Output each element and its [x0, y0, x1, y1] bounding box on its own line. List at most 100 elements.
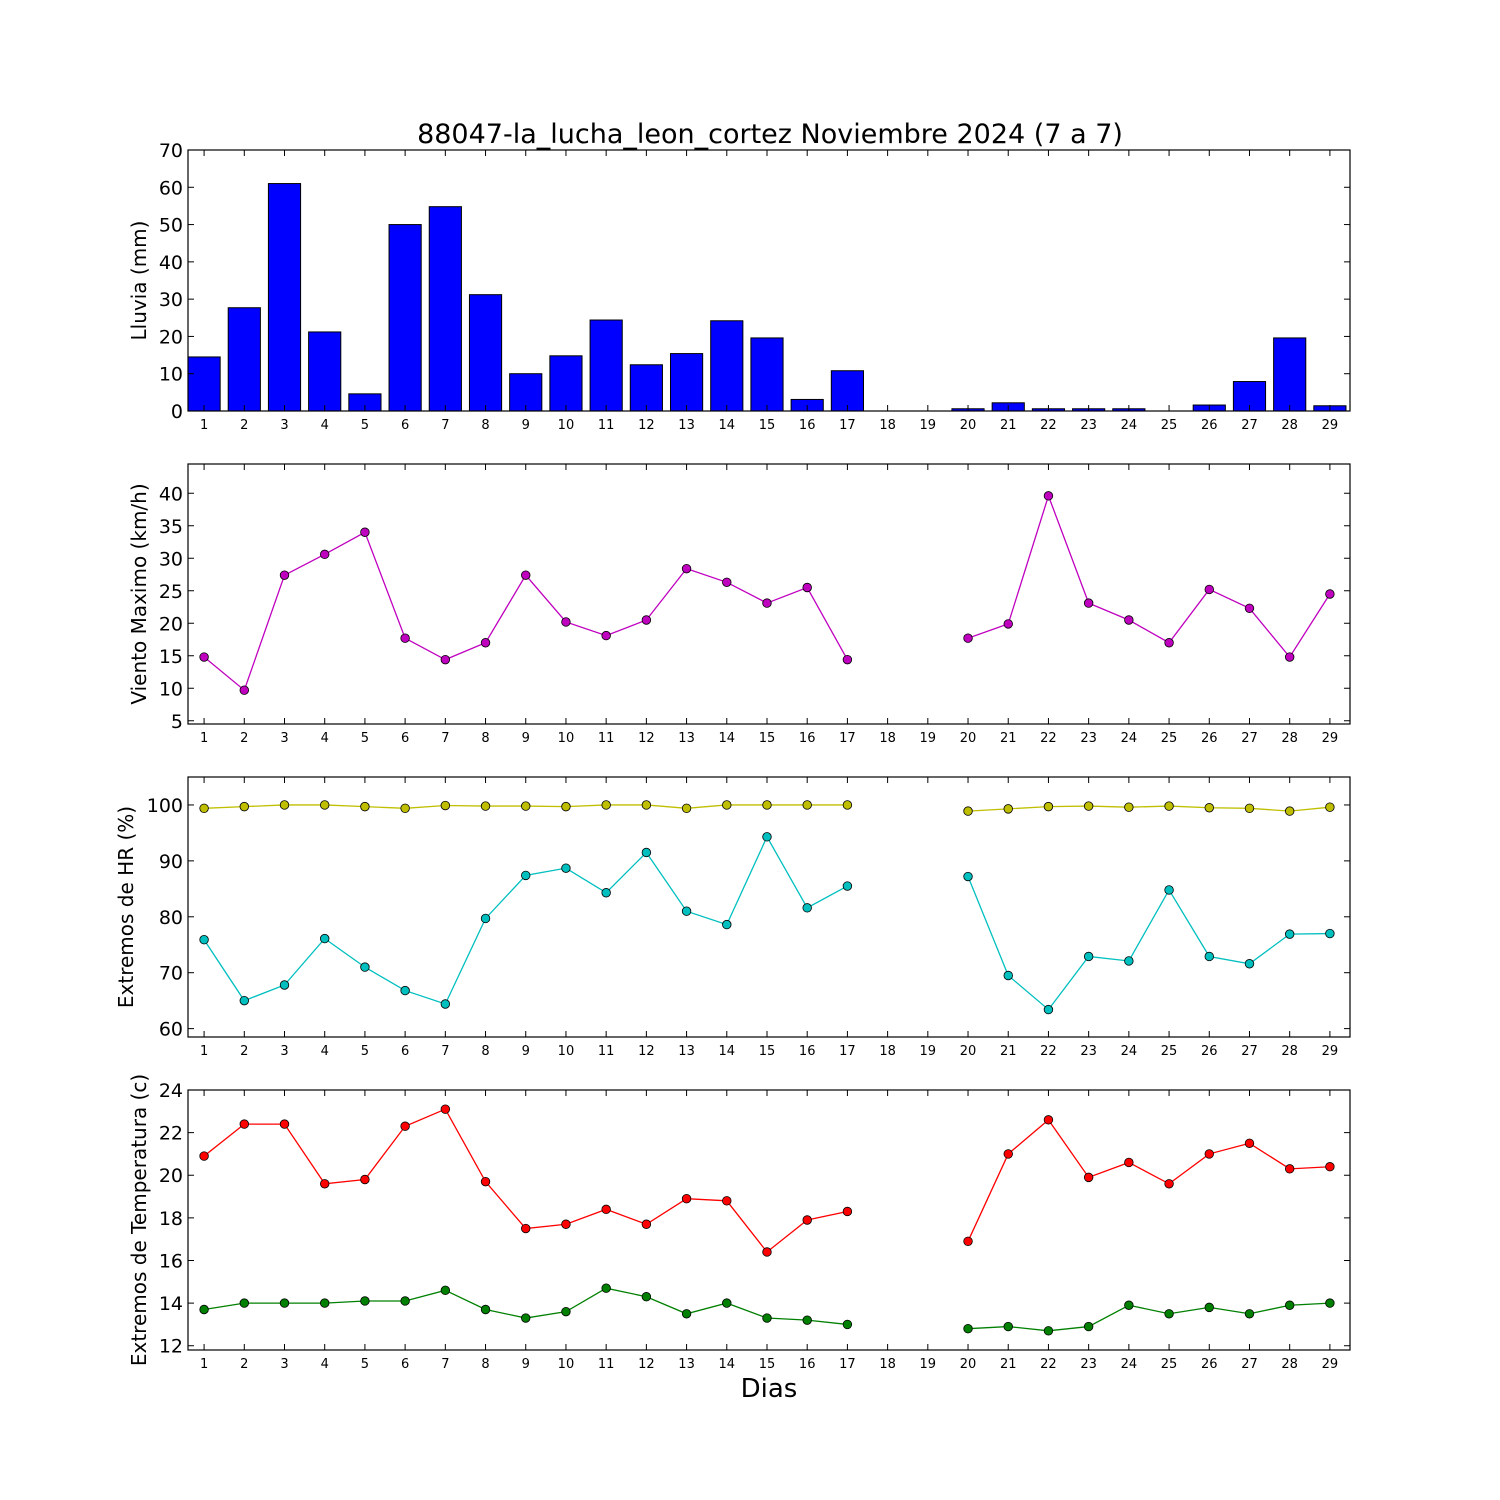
data-point [480, 638, 491, 648]
bar [187, 356, 221, 412]
data-point [1204, 951, 1214, 962]
y-tick-label: 80 [159, 907, 183, 929]
data-point [440, 800, 451, 811]
x-tick-label: 28 [1281, 1044, 1298, 1059]
data-point [521, 570, 531, 580]
x-tick-label: 3 [280, 1357, 288, 1372]
data-point [641, 800, 652, 810]
y-tick-label: 0 [171, 401, 183, 423]
data-point [1124, 956, 1134, 966]
x-tick-label: 20 [960, 1044, 977, 1059]
y-axis-label: Extremos de Temperatura (c) [127, 1074, 151, 1366]
series-2 [199, 832, 1335, 1015]
y-tick-label: 22 [159, 1123, 183, 1145]
bar [710, 320, 744, 412]
data-point [561, 1306, 571, 1317]
data-point [1043, 491, 1054, 501]
data-point [963, 633, 973, 643]
y-tick-label: 16 [159, 1250, 183, 1272]
x-tick-label: 24 [1121, 418, 1138, 433]
x-tick-label: 9 [522, 731, 530, 746]
x-tick-label: 21 [1000, 1044, 1017, 1059]
data-point [601, 1204, 611, 1215]
x-tick-label: 7 [441, 418, 449, 433]
x-tick-label: 28 [1281, 731, 1298, 746]
axes-frame [187, 1089, 1351, 1351]
x-tick-label: 9 [522, 418, 530, 433]
x-tick-label: 16 [799, 1357, 816, 1372]
x-tick-label: 8 [481, 1044, 489, 1059]
y-tick-label: 60 [159, 1019, 183, 1041]
data-point [199, 935, 209, 945]
data-point [1325, 1162, 1335, 1172]
data-point [641, 847, 652, 858]
data-point [320, 1179, 330, 1189]
data-point [199, 1304, 209, 1315]
data-point [1244, 959, 1255, 969]
data-point [722, 1196, 732, 1206]
x-tick-label: 7 [441, 1044, 449, 1059]
x-tick-label: 15 [759, 1044, 776, 1059]
data-point [440, 1285, 451, 1296]
data-point [279, 1119, 290, 1129]
x-tick-label: 23 [1080, 731, 1097, 746]
data-point [1043, 1004, 1054, 1015]
data-point [722, 919, 732, 930]
x-tick-label: 29 [1322, 731, 1339, 746]
x-tick-label: 6 [401, 1044, 409, 1059]
x-tick-label: 5 [361, 1044, 369, 1059]
series-line [967, 1118, 1330, 1242]
data-point [1325, 589, 1335, 599]
x-tick-label: 5 [361, 1357, 369, 1372]
x-tick-label: 22 [1040, 418, 1057, 433]
x-tick-label: 14 [719, 1044, 736, 1059]
data-point [1244, 1309, 1255, 1319]
x-tick-label: 1 [200, 731, 208, 746]
data-point [239, 685, 249, 695]
x-tick-label: 10 [558, 418, 575, 433]
data-point [360, 1296, 370, 1306]
data-point [521, 1313, 531, 1323]
data-point [1083, 951, 1094, 962]
data-point [440, 654, 451, 665]
x-tick-label: 5 [361, 418, 369, 433]
x-tick-label: 3 [280, 418, 288, 433]
x-tick-label: 15 [759, 1357, 776, 1372]
data-point [440, 999, 451, 1009]
data-point [239, 801, 249, 812]
x-tick-label: 20 [960, 731, 977, 746]
x-tick-label: 10 [558, 731, 575, 746]
bar [308, 331, 342, 412]
data-point [239, 1298, 249, 1308]
x-tick-label: 14 [719, 1357, 736, 1372]
data-point [601, 800, 611, 810]
data-point [480, 1304, 491, 1315]
data-point [802, 800, 812, 810]
data-point [400, 1121, 410, 1131]
x-tick-label: 20 [960, 1357, 977, 1372]
data-point [601, 888, 611, 898]
data-point [762, 1313, 772, 1323]
x-tick-label: 1 [200, 1044, 208, 1059]
x-tick-label: 2 [240, 418, 248, 433]
y-tick-label: 100 [147, 795, 183, 817]
axes-frame [187, 776, 1351, 1038]
x-tick-label: 21 [1000, 1357, 1017, 1372]
data-point [320, 549, 330, 560]
bar [750, 337, 784, 412]
data-point [1284, 1164, 1295, 1174]
bar [669, 353, 704, 412]
x-tick-label: 27 [1241, 418, 1258, 433]
y-tick-label: 70 [159, 963, 183, 985]
x-tick-label: 8 [481, 1357, 489, 1372]
bar [227, 307, 261, 412]
data-point [199, 652, 209, 662]
data-point [1204, 1302, 1214, 1313]
data-point [802, 903, 812, 913]
x-tick-label: 17 [839, 418, 856, 433]
data-point [360, 527, 370, 537]
x-tick-label: 17 [839, 731, 856, 746]
